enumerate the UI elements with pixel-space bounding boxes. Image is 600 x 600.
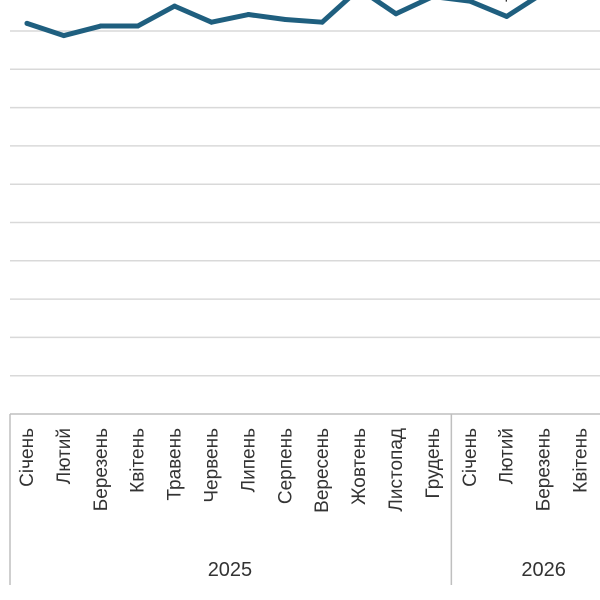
x-tick-label: Березень — [534, 428, 555, 511]
data-point — [24, 20, 30, 26]
gridlines — [10, 30, 600, 377]
x-tick-label: Грудень — [423, 428, 444, 499]
x-group-label: 2025 — [208, 559, 253, 581]
x-tick-label: Березень — [91, 428, 112, 511]
x-tick-label: Квітень — [128, 428, 149, 493]
x-tick-label: Вересень — [312, 428, 333, 513]
x-tick-label: Травень — [165, 428, 186, 501]
x-tick-label: Липень — [238, 428, 259, 492]
data-point — [135, 23, 141, 29]
x-group-label: 2026 — [521, 559, 566, 581]
data-point — [393, 11, 399, 17]
x-tick-label: Червень — [202, 428, 223, 503]
data-point — [61, 33, 67, 39]
x-tick-label: Лютий — [54, 428, 75, 484]
x-tick-label: Лютий — [497, 428, 518, 484]
data-point — [209, 19, 214, 25]
data-point — [282, 17, 288, 23]
x-tick-label: Жовтень — [349, 428, 370, 505]
data-point — [467, 0, 473, 4]
data-point — [504, 13, 510, 19]
x-tick-label: Січень — [17, 428, 38, 487]
data-point — [172, 3, 178, 9]
x-tick-label: Листопад — [386, 428, 407, 512]
x-tick-label: Квітень — [571, 428, 592, 493]
data-point — [98, 23, 104, 29]
data-point — [245, 12, 251, 18]
x-tick-label: Серпень — [275, 428, 296, 504]
x-axis: Січень Лютий Березень Квітень Травень Червень… — [9, 413, 600, 585]
data-label: +8% — [497, 0, 517, 2]
x-tick-label: Січень — [460, 428, 481, 487]
data-point — [319, 19, 325, 25]
series-layer — [24, 0, 537, 39]
data-labels: +8%+8%+11%+10% — [497, 0, 517, 2]
